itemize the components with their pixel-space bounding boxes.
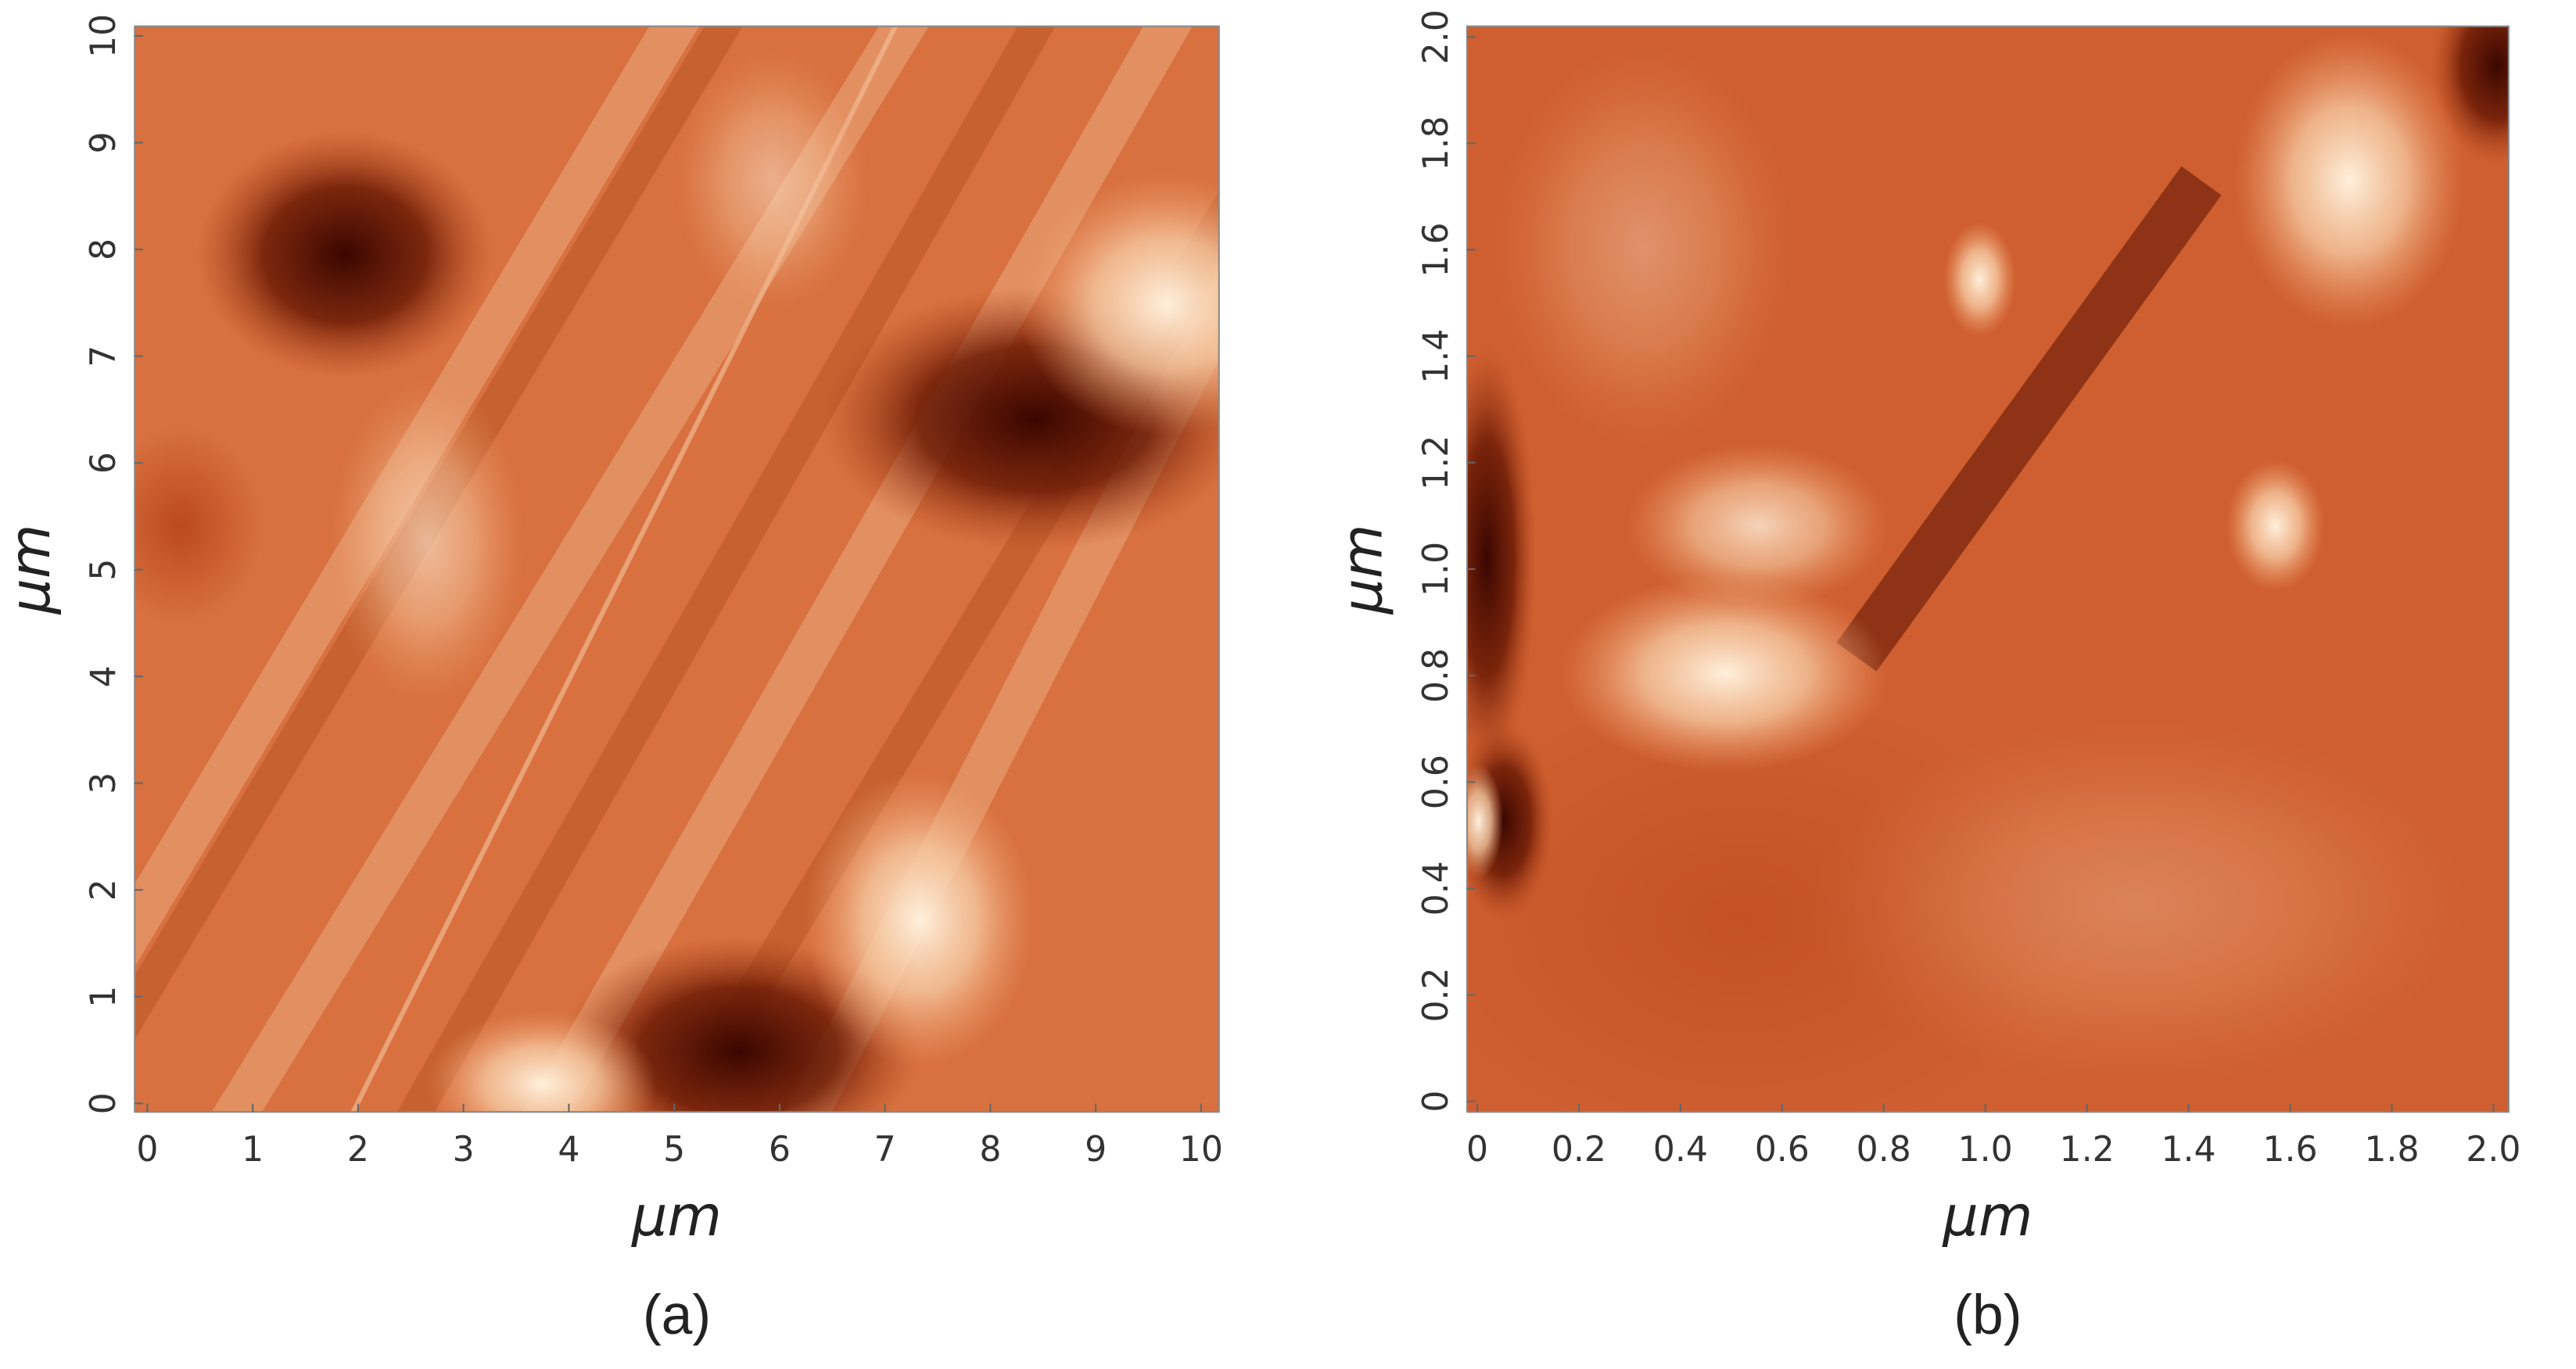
x-tick-label: 2.0: [2466, 1130, 2520, 1170]
x-tick-label: 7: [874, 1130, 896, 1170]
y-tick-label: 1.6: [1416, 222, 1456, 277]
y-tick-label: 2.0: [1416, 9, 1456, 64]
y-tick-label: 1: [84, 986, 124, 1008]
y-tick-label: 10: [84, 14, 124, 58]
x-tick-label: 1.8: [2364, 1130, 2419, 1170]
x-tick-label: 6: [769, 1130, 791, 1170]
x-tick-label: 0: [1466, 1130, 1488, 1170]
x-tick-label: 0.8: [1857, 1130, 1911, 1170]
y-tick-label: 4: [84, 665, 124, 687]
x-tick-label: 2: [347, 1130, 369, 1170]
y-tick-label: 0.6: [1416, 754, 1456, 809]
x-tick-label: 4: [558, 1130, 579, 1170]
caption: (b): [1954, 1284, 2022, 1346]
x-tick-label: 1.0: [1958, 1130, 2013, 1170]
y-axis-label: μm: [0, 524, 63, 615]
x-tick-label: 1: [242, 1130, 264, 1170]
y-tick-label: 0.2: [1416, 967, 1456, 1022]
x-tick-label: 0: [136, 1130, 158, 1170]
y-tick-label: 1.0: [1416, 542, 1456, 597]
x-tick-label: 1.4: [2161, 1130, 2215, 1170]
y-tick-label: 2: [84, 879, 124, 901]
x-tick-label: 0.4: [1653, 1130, 1708, 1170]
y-tick-label: 5: [84, 559, 124, 581]
x-tick-label: 1.2: [2060, 1130, 2115, 1170]
x-tick-label: 8: [979, 1130, 1001, 1170]
y-tick-label: 0.4: [1416, 861, 1456, 916]
y-axis-label: μm: [1330, 524, 1395, 615]
x-tick-label: 5: [663, 1130, 685, 1170]
x-axis-label: μm: [631, 1184, 722, 1249]
y-tick-label: 7: [84, 345, 124, 367]
afm-image-b: [1466, 26, 2509, 1113]
x-tick-label: 0.6: [1755, 1130, 1810, 1170]
afm-image-a: [135, 26, 1219, 1113]
y-tick-label: 0.8: [1416, 648, 1456, 703]
x-tick-label: 1.6: [2262, 1130, 2317, 1170]
y-tick-label: 0: [1416, 1091, 1456, 1113]
y-tick-label: 9: [84, 131, 124, 153]
x-axis-label: μm: [1942, 1184, 2032, 1249]
x-tick-label: 9: [1085, 1130, 1107, 1170]
y-tick-label: 6: [84, 452, 124, 474]
y-tick-label: 3: [84, 772, 124, 794]
y-tick-label: 1.4: [1416, 329, 1456, 384]
x-tick-label: 0.2: [1552, 1130, 1606, 1170]
x-tick-label: 10: [1179, 1130, 1223, 1170]
y-tick-label: 8: [84, 238, 124, 260]
y-tick-label: 0: [84, 1092, 124, 1114]
caption: (a): [643, 1284, 711, 1346]
y-tick-label: 1.8: [1416, 116, 1456, 170]
x-tick-label: 3: [453, 1130, 475, 1170]
y-tick-label: 1.2: [1416, 435, 1456, 490]
